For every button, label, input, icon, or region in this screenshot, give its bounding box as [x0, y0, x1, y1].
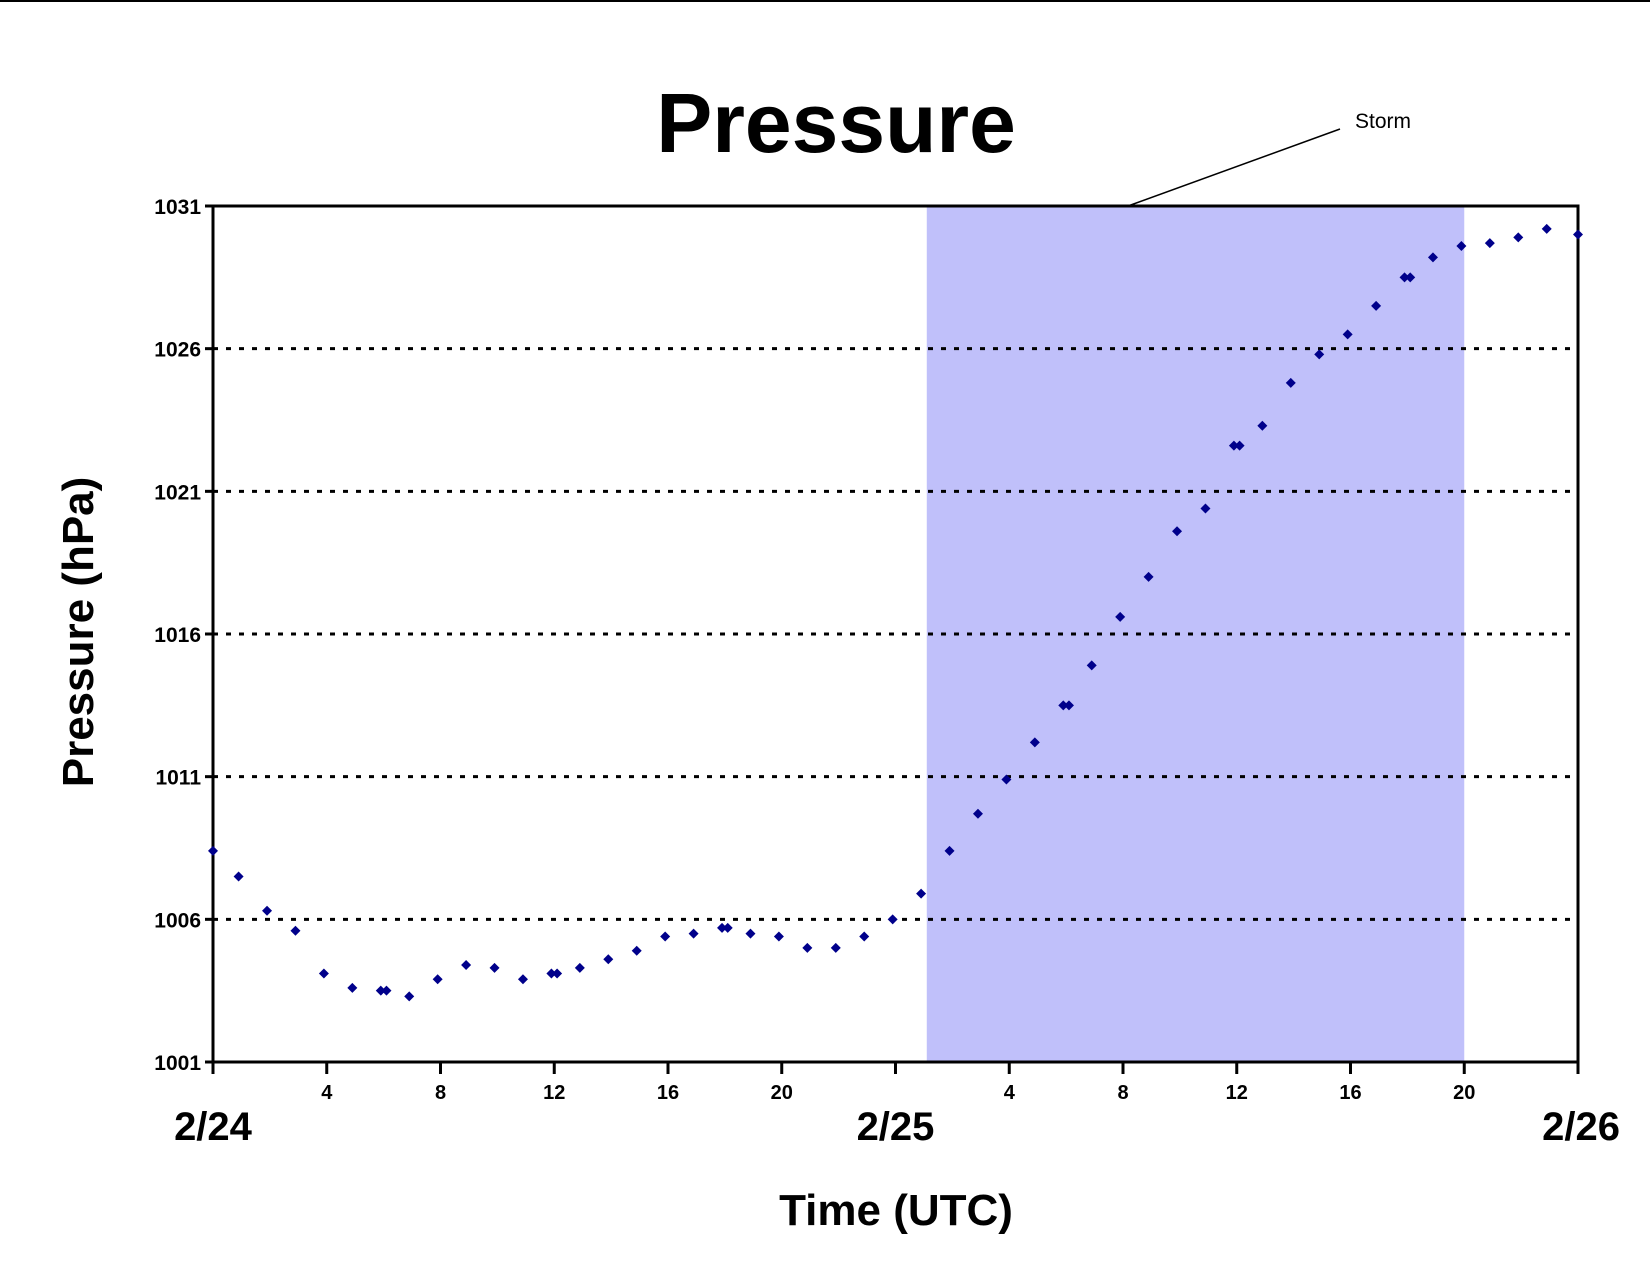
- storm-annotation-leader: [1127, 128, 1341, 207]
- data-point: [552, 968, 563, 979]
- data-point: [1513, 232, 1524, 243]
- y-tick-label: 1031: [154, 196, 201, 219]
- x-tick-label: 4: [1004, 1082, 1016, 1104]
- x-tick-label: 16: [1339, 1082, 1361, 1104]
- y-axis-label: Pressure (hPa): [54, 477, 103, 788]
- data-point: [830, 942, 841, 953]
- data-point: [517, 974, 528, 985]
- data-point: [1228, 440, 1239, 451]
- top-border-line: [0, 0, 1650, 2]
- data-point: [404, 991, 415, 1002]
- data-point: [347, 982, 358, 993]
- x-date-label: 2/26: [1542, 1105, 1620, 1149]
- data-point: [1001, 774, 1012, 785]
- data-point: [773, 931, 784, 942]
- data-point: [375, 985, 386, 996]
- data-point: [717, 922, 728, 933]
- x-tick-label: 8: [1117, 1082, 1128, 1104]
- y-tick-label: 1026: [154, 339, 201, 362]
- y-tick-label: 1016: [154, 624, 201, 647]
- storm-annotation: Storm: [1355, 110, 1411, 133]
- data-point: [944, 845, 955, 856]
- data-point: [1405, 272, 1416, 283]
- data-point: [660, 931, 671, 942]
- data-point: [1172, 526, 1183, 537]
- x-tick-label: 20: [1453, 1082, 1475, 1104]
- data-point: [1342, 329, 1353, 340]
- data-point: [722, 922, 733, 933]
- x-date-label: 2/25: [857, 1105, 935, 1149]
- data-point: [1058, 700, 1069, 711]
- x-tick-label: 20: [771, 1082, 793, 1104]
- data-point: [859, 931, 870, 942]
- data-point: [1573, 229, 1583, 240]
- data-point: [1086, 660, 1097, 671]
- data-point: [1427, 252, 1438, 263]
- chart-title: Pressure: [656, 76, 1016, 170]
- y-tick-label: 1006: [154, 909, 201, 932]
- data-point: [631, 945, 642, 956]
- data-point: [262, 905, 273, 916]
- data-point: [1029, 737, 1040, 748]
- data-point: [688, 928, 699, 939]
- data-point: [290, 925, 301, 936]
- data-point: [1143, 571, 1154, 582]
- x-tick-label: 12: [543, 1082, 565, 1104]
- data-point: [381, 985, 392, 996]
- data-point: [1257, 420, 1268, 431]
- data-point: [208, 845, 218, 856]
- data-point: [1456, 240, 1467, 251]
- data-point: [745, 928, 756, 939]
- data-point: [546, 968, 557, 979]
- x-tick-label: 16: [657, 1082, 679, 1104]
- data-point: [887, 914, 898, 925]
- data-point: [574, 962, 585, 973]
- data-point: [1234, 440, 1245, 451]
- data-point: [603, 954, 614, 965]
- data-point: [972, 808, 983, 819]
- x-tick-label: 8: [435, 1082, 446, 1104]
- data-point: [1115, 611, 1126, 622]
- data-point: [1314, 349, 1325, 360]
- data-point: [489, 962, 500, 973]
- data-point: [802, 942, 813, 953]
- data-point: [461, 959, 472, 970]
- y-tick-label: 1011: [155, 767, 201, 790]
- data-point: [1484, 238, 1495, 249]
- x-date-label: 2/24: [174, 1105, 253, 1149]
- data-point: [318, 968, 329, 979]
- data-point: [1541, 223, 1552, 234]
- data-point: [1399, 272, 1410, 283]
- data-point: [1200, 503, 1211, 514]
- x-tick-label: 4: [321, 1082, 333, 1104]
- data-point: [916, 888, 927, 899]
- data-point: [233, 871, 244, 882]
- data-point: [1063, 700, 1074, 711]
- data-point: [1285, 377, 1296, 388]
- data-point: [1371, 300, 1382, 311]
- x-axis-label: Time (UTC): [779, 1186, 1013, 1235]
- y-tick-label: 1001: [154, 1052, 201, 1075]
- x-tick-label: 12: [1226, 1082, 1248, 1104]
- y-tick-label: 1021: [154, 481, 201, 504]
- data-point: [432, 974, 443, 985]
